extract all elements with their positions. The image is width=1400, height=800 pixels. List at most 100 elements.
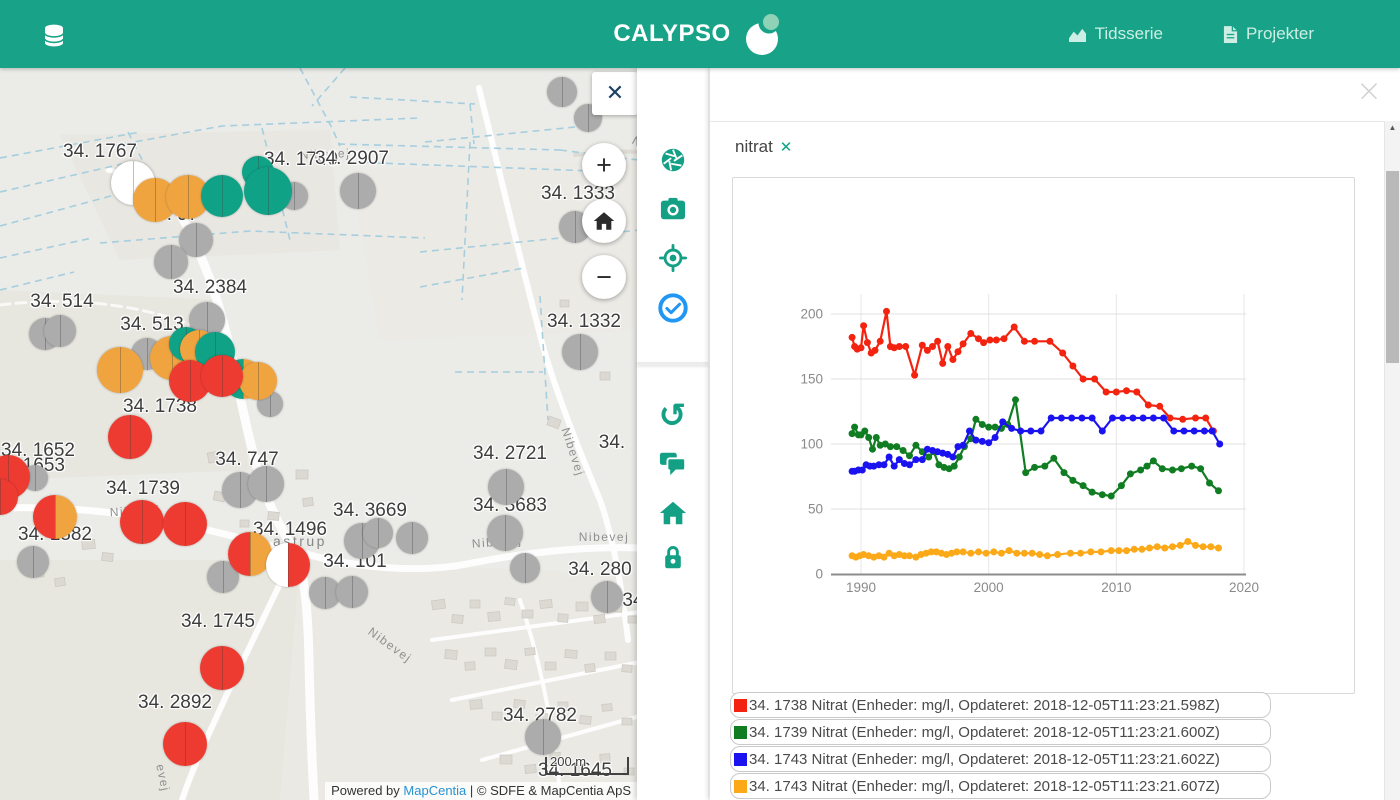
legend-item[interactable]: 34. 1743 Nitrat (Enheder: mg/l, Opdatere… bbox=[730, 746, 1271, 772]
map-marker[interactable] bbox=[547, 77, 577, 107]
legend-swatch bbox=[734, 779, 747, 793]
calypso-logo-icon bbox=[745, 12, 780, 55]
legend-item[interactable]: 34. 1739 Nitrat (Enheder: mg/l, Opdatere… bbox=[730, 719, 1271, 745]
station-label: 34. 1332 bbox=[547, 311, 621, 332]
check-circle-icon[interactable] bbox=[657, 292, 689, 324]
scrollbar-thumb[interactable] bbox=[1386, 171, 1399, 363]
map-marker[interactable] bbox=[17, 546, 49, 578]
map-marker[interactable] bbox=[239, 362, 277, 400]
map-marker[interactable] bbox=[244, 167, 292, 215]
camera-icon[interactable] bbox=[659, 196, 687, 222]
panel-close-icon[interactable]: × bbox=[1356, 73, 1382, 109]
map-marker[interactable] bbox=[154, 245, 188, 279]
panel-divider bbox=[710, 121, 1386, 122]
map-canvas[interactable]: NibevejNibevejNibevejNibevejNibevejNibev… bbox=[0, 0, 640, 800]
chart-legend: 34. 1738 Nitrat (Enheder: mg/l, Opdatere… bbox=[730, 692, 1271, 800]
map-marker[interactable] bbox=[562, 334, 598, 370]
station-label: 34. 1738 bbox=[123, 396, 197, 417]
map-marker[interactable] bbox=[201, 355, 243, 397]
chart-plot: 1990 2000 2010 2020 0 50 100 150 200 bbox=[800, 294, 1259, 595]
legend-swatch bbox=[734, 698, 747, 712]
map-marker[interactable] bbox=[309, 577, 341, 609]
station-label: 34. 747 bbox=[215, 449, 279, 470]
map-marker[interactable] bbox=[591, 581, 623, 613]
svg-text:1990: 1990 bbox=[846, 580, 876, 595]
svg-text:2000: 2000 bbox=[974, 580, 1004, 595]
map-marker[interactable] bbox=[201, 175, 243, 217]
lock-icon[interactable] bbox=[660, 543, 686, 571]
map-marker[interactable] bbox=[396, 522, 428, 554]
svg-text:150: 150 bbox=[800, 372, 823, 387]
legend-swatch bbox=[734, 752, 747, 766]
panel-scrollbar[interactable]: ▲ bbox=[1384, 121, 1400, 800]
legend-swatch bbox=[734, 725, 747, 739]
station-label: 34. bbox=[598, 432, 626, 453]
map-marker[interactable] bbox=[120, 500, 164, 544]
home-icon[interactable] bbox=[659, 500, 687, 526]
legend-label: 34. 1738 Nitrat (Enheder: mg/l, Opdatere… bbox=[749, 696, 1220, 714]
map-marker[interactable] bbox=[97, 347, 143, 393]
station-label: 34. 280 bbox=[568, 559, 632, 580]
map-marker[interactable] bbox=[487, 515, 523, 551]
station-label: 34. 1767 bbox=[63, 141, 137, 162]
station-label: 34. 1740 bbox=[264, 149, 338, 170]
legend-item[interactable]: 34. 1738 Nitrat (Enheder: mg/l, Opdatere… bbox=[730, 692, 1271, 718]
map-marker[interactable] bbox=[108, 415, 152, 459]
station-label: 34. 1496 bbox=[253, 519, 327, 540]
station-label: 34. 2384 bbox=[173, 277, 247, 298]
station-label: 34. 2907 bbox=[315, 148, 389, 169]
map-marker[interactable] bbox=[510, 553, 540, 583]
scroll-up-icon[interactable]: ▲ bbox=[1388, 123, 1397, 132]
nav-projekter[interactable]: Projekter bbox=[1223, 24, 1314, 44]
svg-text:2010: 2010 bbox=[1101, 580, 1131, 595]
remove-series-icon[interactable]: ✕ bbox=[779, 138, 793, 156]
timeseries-panel: × nitrat ✕ 1990 2000 2010 2020 0 50 100 150 200 … bbox=[710, 68, 1400, 800]
map-marker[interactable] bbox=[200, 646, 244, 690]
map-marker[interactable] bbox=[266, 543, 310, 587]
station-label: 34. 3683 bbox=[473, 495, 547, 516]
locate-icon[interactable] bbox=[658, 244, 687, 272]
map-marker[interactable] bbox=[336, 576, 368, 608]
zoom-out-button[interactable]: − bbox=[582, 255, 626, 299]
nav-label: Tidsserie bbox=[1094, 24, 1163, 43]
legend-item[interactable]: 34. 1743 Nitrat (Enheder: mg/l, Opdatere… bbox=[730, 773, 1271, 799]
map-marker[interactable] bbox=[163, 722, 207, 766]
map-marker[interactable] bbox=[44, 315, 76, 347]
road-label: Nibevej bbox=[578, 530, 630, 544]
attribution-suffix: | © SDFE & MapCentia ApS bbox=[469, 783, 631, 798]
zoom-in-button[interactable]: + bbox=[582, 143, 626, 187]
station-label: 34. 2782 bbox=[503, 705, 577, 726]
station-label: 34 bbox=[622, 590, 640, 611]
undo-icon[interactable]: ↺ bbox=[658, 395, 687, 435]
map-marker[interactable] bbox=[340, 173, 376, 209]
map-marker[interactable] bbox=[488, 469, 524, 505]
chart: 1990 2000 2010 2020 0 50 100 150 200 bbox=[732, 177, 1355, 694]
attribution-prefix: Powered by bbox=[331, 783, 400, 798]
area-chart-icon bbox=[1068, 28, 1086, 42]
svg-text:100: 100 bbox=[800, 437, 823, 452]
map-panel-close-button[interactable]: ✕ bbox=[592, 72, 638, 115]
document-icon bbox=[1223, 25, 1238, 43]
map-home-button[interactable] bbox=[582, 199, 626, 243]
map-marker[interactable] bbox=[363, 518, 393, 548]
toolbar-divider bbox=[637, 362, 708, 364]
legend-label: 34. 1743 Nitrat (Enheder: mg/l, Opdatere… bbox=[749, 750, 1220, 768]
database-icon[interactable] bbox=[44, 24, 64, 47]
map-marker[interactable] bbox=[33, 495, 77, 539]
station-label: 34. 1333 bbox=[541, 183, 615, 204]
station-label: 34. 1652 bbox=[1, 440, 75, 461]
series-tag-label: nitrat bbox=[735, 137, 773, 156]
map-marker[interactable] bbox=[0, 479, 18, 515]
map-marker[interactable] bbox=[228, 532, 272, 576]
map-marker[interactable] bbox=[525, 719, 561, 755]
svg-text:200: 200 bbox=[800, 307, 823, 322]
aperture-icon[interactable] bbox=[659, 146, 687, 174]
station-label: 34. 2721 bbox=[473, 443, 547, 464]
station-label: 34. 1645 bbox=[538, 760, 612, 781]
map-marker[interactable] bbox=[248, 466, 284, 502]
mapcentia-link[interactable]: MapCentia bbox=[403, 783, 467, 798]
map-attribution: Powered by MapCentia | © SDFE & MapCenti… bbox=[325, 782, 637, 800]
chat-icon[interactable] bbox=[658, 449, 688, 477]
map-marker[interactable] bbox=[163, 502, 207, 546]
nav-tidsserie[interactable]: Tidsserie bbox=[1068, 24, 1163, 44]
